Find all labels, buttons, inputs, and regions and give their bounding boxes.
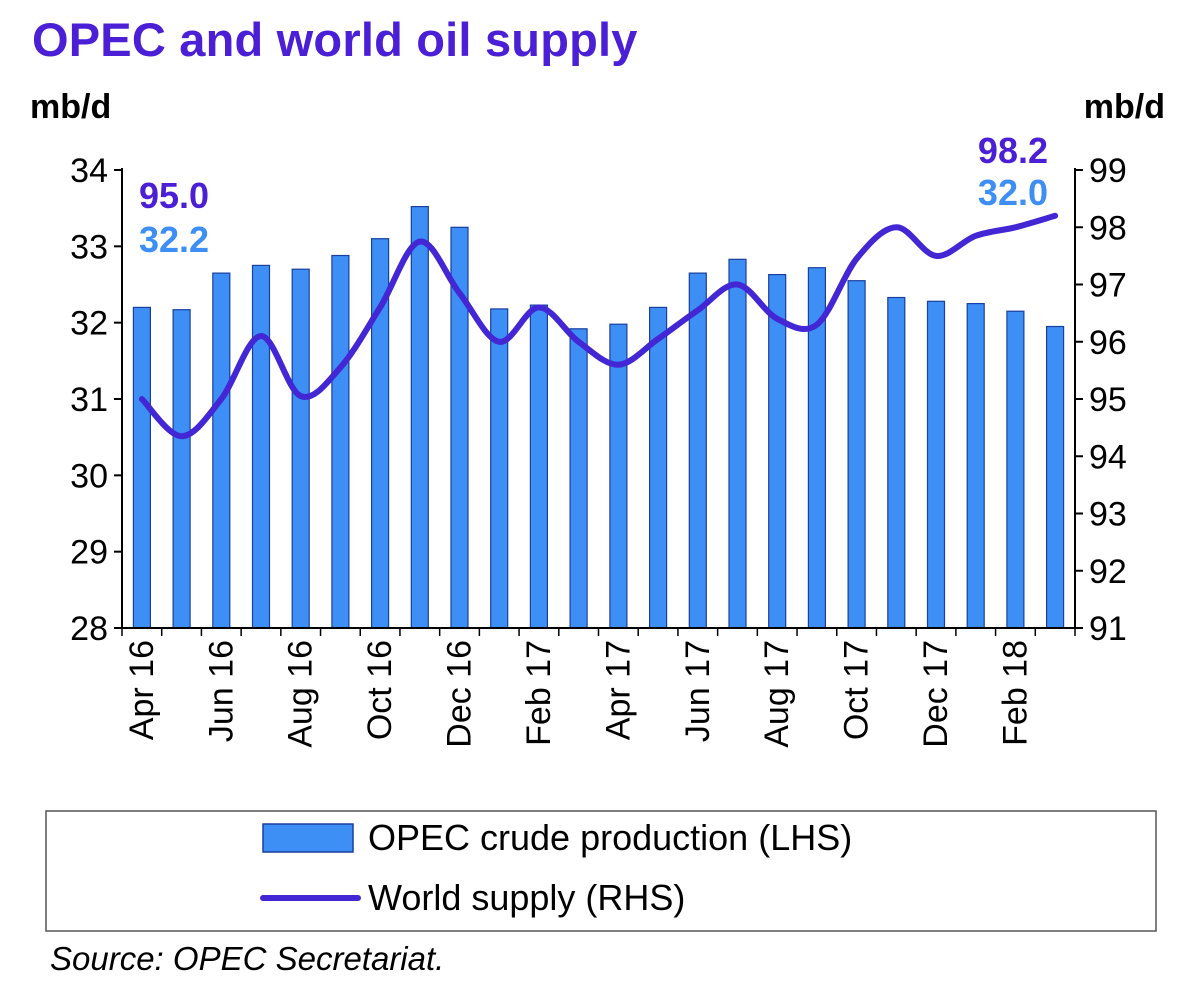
right-tick-label: 96 <box>1089 324 1127 362</box>
legend: OPEC crude production (LHS) World supply … <box>45 810 1157 932</box>
world-supply-line <box>138 212 1059 440</box>
bar-dec-17 <box>926 300 946 629</box>
annotation-start-world: 95.0 <box>139 175 209 216</box>
bar-sep-16 <box>331 254 350 629</box>
x-tick-label: Aug 17 <box>758 640 796 748</box>
bar-nov-16 <box>410 206 429 629</box>
right-tick-label: 97 <box>1089 267 1127 305</box>
left-tick-label: 28 <box>70 610 108 648</box>
y-axis-label-right: mb/d <box>1084 88 1165 126</box>
right-tick-label: 91 <box>1089 610 1127 648</box>
bar-oct-17 <box>847 280 866 629</box>
x-tick-label: Dec 17 <box>917 640 955 748</box>
left-tick-label: 32 <box>70 305 108 343</box>
left-tick-label: 33 <box>70 228 108 266</box>
bar-jun-16 <box>212 272 231 629</box>
bar-jan-17 <box>490 308 509 629</box>
annotation-end-opec: 32.0 <box>978 172 1048 213</box>
bar-jul-16 <box>251 264 271 629</box>
legend-label-opec: OPEC crude production (LHS) <box>368 817 852 858</box>
bar-may-16 <box>172 309 191 629</box>
right-tick-label: 92 <box>1089 553 1127 591</box>
bar-apr-16 <box>132 306 151 629</box>
x-tick-label: Aug 16 <box>282 640 320 748</box>
world-supply-line-layer <box>138 212 1059 440</box>
x-tick-label: Feb 17 <box>520 640 558 746</box>
annotation-start-opec: 32.2 <box>139 219 209 260</box>
bar-feb-18 <box>1006 310 1025 629</box>
x-tick-label: Oct 16 <box>361 640 399 740</box>
x-tick-label: Feb 18 <box>996 640 1034 746</box>
x-tick-label: Dec 16 <box>441 640 479 748</box>
right-tick-label: 98 <box>1089 209 1127 247</box>
bar-aug-16 <box>291 268 310 629</box>
x-tick-label: Jun 17 <box>679 640 717 742</box>
bar-apr-17 <box>609 323 628 629</box>
left-tick-label: 34 <box>70 152 108 190</box>
x-tick-label: Jun 16 <box>202 640 240 742</box>
right-tick-label: 93 <box>1089 496 1127 534</box>
bar-may-17 <box>648 306 668 629</box>
x-tick-label: Apr 16 <box>123 640 161 740</box>
y-axis-label-left: mb/d <box>30 88 111 126</box>
right-tick-label: 99 <box>1089 152 1127 190</box>
bar-nov-17 <box>887 296 906 629</box>
source-note: Source: OPEC Secretariat. <box>50 940 445 977</box>
right-tick-label: 94 <box>1089 438 1127 476</box>
legend-box <box>45 810 1157 932</box>
opec-bars <box>132 206 1065 629</box>
x-tick-label: Apr 17 <box>599 640 637 740</box>
bar-jul-17 <box>728 258 747 629</box>
bar-jun-17 <box>688 272 707 629</box>
left-tick-label: 30 <box>70 457 108 495</box>
x-tick-label: Oct 17 <box>838 640 876 740</box>
bar-jan-18 <box>966 303 985 629</box>
annotations: 95.032.2 98.232.0 <box>139 130 1048 260</box>
bar-feb-17 <box>529 304 549 629</box>
legend-label-world: World supply (RHS) <box>368 877 685 918</box>
annotation-end-world: 98.2 <box>978 130 1048 171</box>
bar-mar-18 <box>1045 325 1065 629</box>
chart-title: OPEC and world oil supply <box>32 13 638 66</box>
bar-mar-17 <box>569 328 588 629</box>
left-tick-label: 29 <box>70 534 108 572</box>
legend-bar-swatch <box>262 823 354 853</box>
axes: 28 29 30 31 32 33 34 91 92 93 94 95 96 97 98 99 Apr 16 Ju… <box>70 152 1127 748</box>
right-tick-label: 95 <box>1089 381 1127 419</box>
left-tick-label: 31 <box>70 381 108 419</box>
bar-aug-17 <box>768 274 787 629</box>
